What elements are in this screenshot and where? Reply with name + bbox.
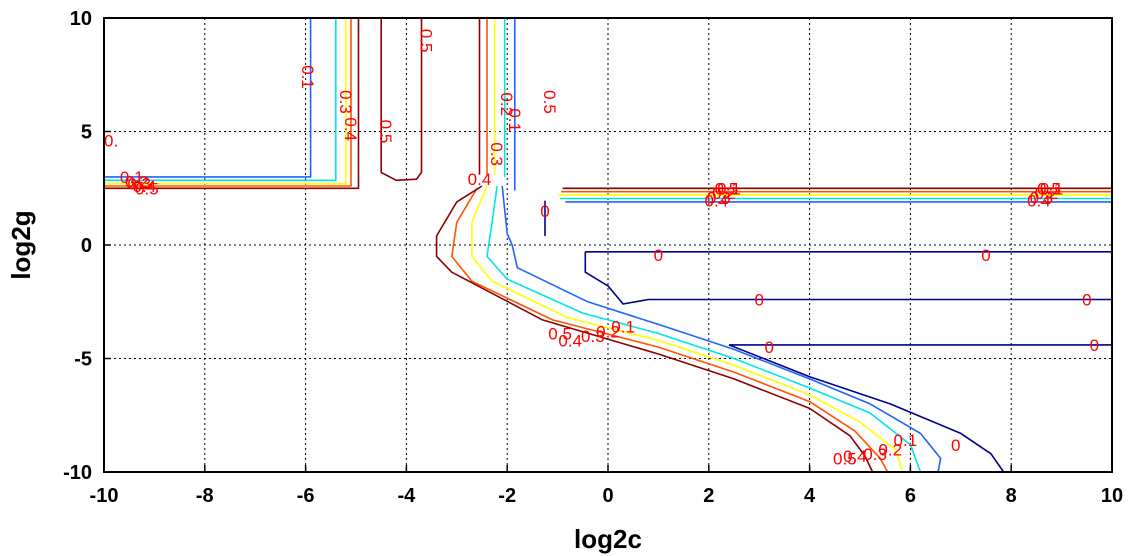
- x-tick-label: 0: [602, 485, 613, 507]
- contour-label: 0: [654, 246, 663, 265]
- x-tick-label: -6: [297, 485, 315, 507]
- contour-label: 0.4: [341, 117, 360, 141]
- contour-label: 0.5: [376, 120, 395, 144]
- x-tick-label: 6: [905, 485, 916, 507]
- contour-label: 0.4: [1027, 192, 1051, 211]
- x-tick-label: -10: [90, 485, 119, 507]
- contour-line-0.1: [501, 185, 942, 473]
- x-tick-label: 8: [1006, 485, 1017, 507]
- y-tick-label: 10: [70, 8, 92, 30]
- contour-label: 0.1: [505, 108, 524, 132]
- contour-line-0.3: [104, 18, 347, 185]
- contour-label: 0.5: [417, 29, 436, 53]
- contour-label: 0.5: [1037, 179, 1061, 198]
- contour-label: 0.5: [833, 449, 857, 468]
- x-tick-labels: -10 -8 -6 -4 -2 0 2 4 6 8 10: [90, 485, 1124, 507]
- contour-line-0.5: [104, 18, 360, 190]
- contour-label: 0.2: [497, 92, 516, 116]
- contour-line-0.4: [450, 187, 889, 473]
- contour-label: 0.4: [132, 177, 156, 196]
- contour-label: 0.1: [1040, 179, 1064, 198]
- contour-label: 0.5: [135, 179, 159, 198]
- contour-label: 0.1: [894, 431, 918, 450]
- contour-label: 0.2: [125, 172, 149, 191]
- contour-lines: [104, 18, 1112, 473]
- contour-label: 0: [951, 436, 960, 455]
- contour-line-0.1: [104, 18, 312, 178]
- x-tick-label: -2: [498, 485, 516, 507]
- contour-label: 0.4: [558, 331, 582, 350]
- contour-line-0.5: [435, 185, 874, 473]
- x-tick-label: 4: [804, 485, 816, 507]
- contour-label: 0.3: [1030, 188, 1054, 207]
- y-tick-label: 0: [81, 235, 92, 257]
- contour-label: 0.2: [596, 322, 620, 341]
- contour-label: 0.4: [468, 170, 492, 189]
- contour-label: 0.1: [298, 65, 317, 89]
- x-tick-label: 2: [703, 485, 714, 507]
- contour-label: 0.3: [336, 90, 355, 114]
- contour-label: 0.4: [705, 192, 729, 211]
- contour-label: 0.5: [715, 179, 739, 198]
- grid-lines: [103, 17, 1113, 473]
- contour-label: 0.3: [707, 188, 731, 207]
- contour-label: 0.4: [843, 447, 867, 466]
- contour-label: 0.5: [540, 90, 559, 114]
- y-tick-label: -5: [74, 349, 92, 371]
- contour-line-0: [728, 344, 1005, 473]
- contour-label: 0.5: [548, 325, 572, 344]
- contour-label: 0.3: [863, 445, 887, 464]
- y-tick-labels: 10 5 0 -5 -10: [63, 8, 92, 484]
- x-axis-label: log2c: [574, 524, 642, 554]
- x-tick-label: -8: [196, 485, 214, 507]
- contour-label: 0.: [104, 132, 118, 151]
- contour-label: 0: [1082, 290, 1091, 309]
- contour-label: 0: [981, 246, 990, 265]
- plot-frame: [103, 17, 1113, 473]
- contour-label: 0.3: [581, 327, 605, 346]
- contour-label: 0.1: [120, 168, 144, 187]
- contour-label: 0.1: [717, 179, 741, 198]
- contour-label: 0: [754, 290, 763, 309]
- contour-label: 0: [765, 338, 774, 357]
- contour-line-0.2: [104, 18, 337, 182]
- contour-label: 0.2: [712, 184, 736, 203]
- contour-line-0: [584, 251, 1112, 305]
- contour-label: 0.2: [1035, 184, 1059, 203]
- contour-line-0.3: [471, 185, 904, 473]
- contour-line-0.4: [104, 18, 352, 187]
- contour-label: 0.3: [127, 175, 151, 194]
- contour-label: 0: [540, 202, 549, 221]
- contour-line-0.2: [486, 185, 922, 473]
- y-tick-label: 5: [81, 122, 92, 144]
- contour-line-0.5: [380, 18, 423, 182]
- contour-label: 0.2: [878, 440, 902, 459]
- y-axis-label: log2g: [6, 210, 36, 279]
- x-tick-label: 10: [1101, 485, 1123, 507]
- contour-label: 0.3: [487, 142, 506, 166]
- y-tick-label: -10: [63, 462, 92, 484]
- x-tick-label: -4: [398, 485, 417, 507]
- contour-label: 0: [1090, 336, 1099, 355]
- contour-label: 0.1: [611, 318, 635, 337]
